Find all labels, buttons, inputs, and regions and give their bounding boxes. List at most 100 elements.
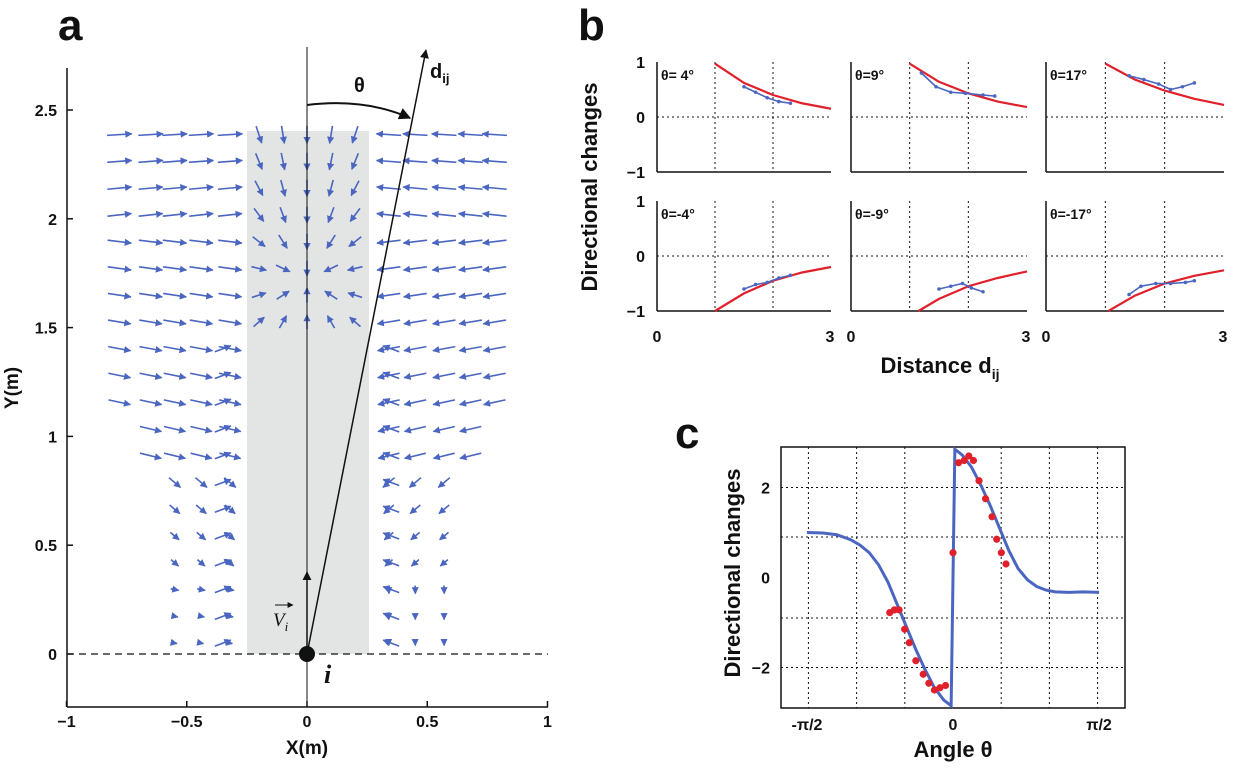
quiver-arrow <box>403 345 427 354</box>
quiver-arrow <box>375 157 402 165</box>
quiver-arrow <box>349 207 361 222</box>
quiver-arrow <box>170 559 180 567</box>
quiver-arrow <box>214 505 232 514</box>
panel-c-ylabel: Directional changes <box>720 468 745 677</box>
quiver-arrow <box>348 236 362 248</box>
panel-a-theta-label: θ <box>354 75 365 97</box>
panel-b-ytick-label: 0 <box>636 249 645 266</box>
quiver-arrow <box>408 477 422 488</box>
quiver-arrow <box>254 153 264 171</box>
panel-a: a −1 −0.5 0 0.5 1 0 0.5 1 1.5 2 2.5 θ dij Vi i X(m… <box>2 1 552 759</box>
quiver-arrow <box>432 345 456 354</box>
quiver-arrow <box>482 345 506 354</box>
quiver-arrow <box>382 398 400 406</box>
quiver-arrow <box>162 130 188 138</box>
quiver-arrow <box>163 319 187 327</box>
panel-c-data-point <box>941 681 950 690</box>
quiver-arrow <box>138 265 164 273</box>
panel-a-ylabel: Y(m) <box>2 367 23 409</box>
subplot-theta-label: θ=-17° <box>1050 206 1092 222</box>
quiver-arrow <box>438 504 450 515</box>
quiver-arrow <box>481 157 507 165</box>
quiver-arrow <box>189 238 214 246</box>
quiver-arrow <box>189 319 214 327</box>
subplot-theta-label: θ=17° <box>1050 67 1087 83</box>
subplot-data-point <box>777 276 781 280</box>
quiver-arrow <box>252 236 266 248</box>
panel-c-frame <box>780 446 1126 709</box>
quiver-arrow <box>458 319 483 327</box>
subplot-data-point <box>1192 81 1197 85</box>
quiver-arrow <box>138 210 164 218</box>
quiver-arrow <box>375 130 402 138</box>
subplot-theta-label: θ=9° <box>855 67 884 83</box>
quiver-arrow <box>107 210 133 218</box>
quiver-arrow <box>481 210 507 218</box>
quiver-arrow <box>347 291 363 299</box>
quiver-arrow <box>226 612 234 620</box>
quiver-arrow <box>326 315 336 329</box>
quiver-arrow <box>218 292 243 300</box>
subplot-fit-curve <box>714 265 832 312</box>
quiver-arrow <box>403 372 427 380</box>
panel-b: b θ= 4° θ=9° θ=17°θ=-4° θ=-9° θ=-17° 10−110−… <box>577 1 1228 382</box>
subplot-fit-curve <box>1104 62 1225 106</box>
quiver-arrow <box>170 612 179 620</box>
panel-c-letter: c <box>675 409 699 458</box>
panel-a-xtick-label: −0.5 <box>171 714 203 731</box>
subplot-data-point <box>742 287 746 291</box>
quiver-arrow <box>139 292 163 300</box>
quiver-arrow <box>163 292 187 300</box>
quiver-arrow <box>350 180 360 197</box>
panel-c-data-point <box>930 686 939 694</box>
subplot-data-point <box>765 280 769 285</box>
quiver-arrow <box>278 234 288 249</box>
subplot-fit-curve <box>909 62 1028 109</box>
panel-c-data-point <box>981 495 990 503</box>
panel-c-data-point <box>1002 560 1010 568</box>
panel-c-data-point <box>905 639 913 647</box>
subplot-data-point <box>1127 73 1131 78</box>
quiver-arrow <box>410 559 420 567</box>
subplot-data-point <box>1139 284 1143 289</box>
subplot-fit-curve <box>714 62 832 110</box>
panel-a-dij-label: dij <box>430 61 449 86</box>
quiver-arrow <box>218 238 243 246</box>
panel-b-subplot: θ=-17° <box>1045 201 1225 312</box>
quiver-arrow <box>279 179 287 197</box>
quiver-arrow <box>138 130 164 138</box>
quiver-arrow <box>458 372 482 380</box>
quiver-arrow <box>481 184 507 192</box>
quiver-arrow <box>275 264 291 273</box>
quiver-arrow <box>139 452 162 461</box>
quiver-arrow <box>169 531 180 541</box>
panel-b-xlabel: Distance dij <box>880 353 999 382</box>
panel-c: c -π/2 0 π/2 2 0 −2 Directional changes Angle… <box>675 409 1126 762</box>
panel-b-xtick-label: 0 <box>653 329 662 346</box>
quiver-arrow <box>188 130 215 138</box>
quiver-arrow <box>170 585 180 593</box>
quiver-arrow <box>349 316 362 328</box>
quiver-arrow <box>195 504 207 515</box>
quiver-arrow <box>138 238 164 246</box>
panel-c-data-point <box>949 549 957 557</box>
panel-c-plot: -π/2 0 π/2 2 0 −2 <box>752 446 1126 734</box>
panel-c-data-point <box>901 625 909 633</box>
subplot-data-point <box>937 287 941 291</box>
subplot-data-line <box>1128 74 1195 91</box>
quiver-arrow <box>108 345 132 354</box>
subplot-data-point <box>753 90 758 95</box>
quiver-arrow <box>108 399 132 407</box>
panel-c-xtick-label: π/2 <box>1086 717 1112 734</box>
quiver-arrow <box>346 265 363 273</box>
quiver-arrow <box>482 399 506 407</box>
panel-c-data-point <box>919 670 927 678</box>
quiver-arrow <box>432 319 456 327</box>
quiver-arrow <box>139 372 163 380</box>
subplot-data-point <box>765 95 769 100</box>
quiver-arrow <box>382 585 400 594</box>
quiver-arrow <box>196 638 205 646</box>
quiver-arrow <box>138 157 164 165</box>
panel-a-agent-label: i <box>324 660 332 689</box>
quiver-arrow <box>431 238 456 246</box>
